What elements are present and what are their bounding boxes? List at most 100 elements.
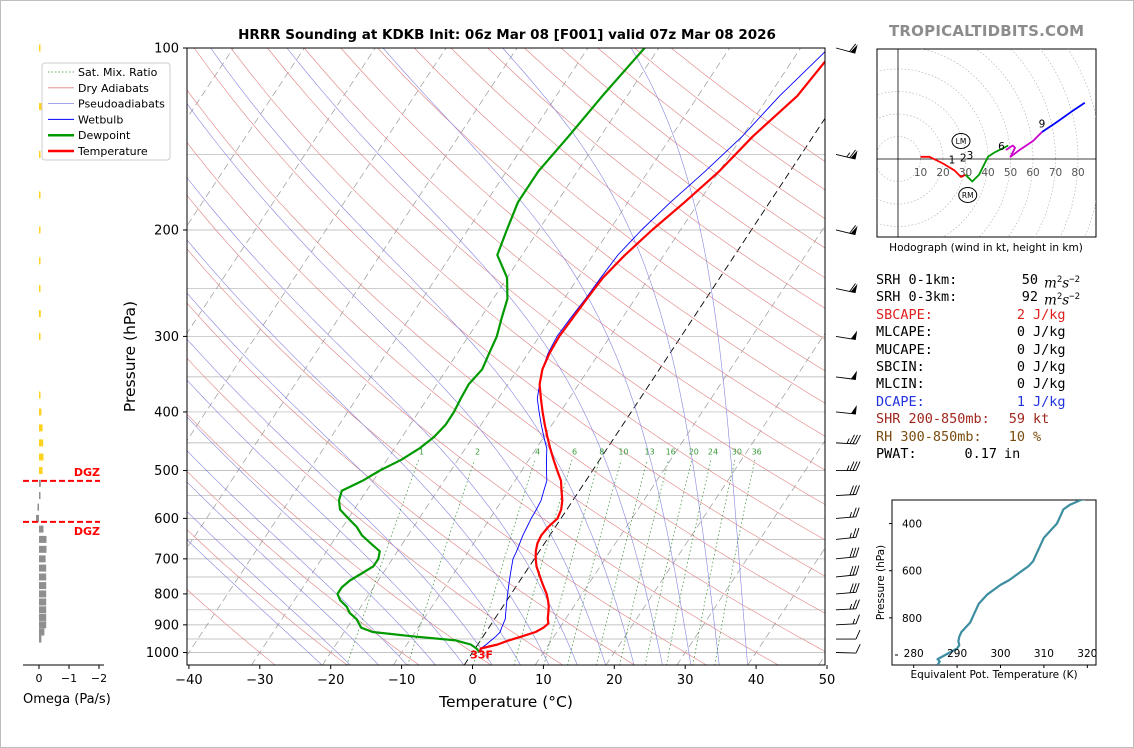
barb-flag [855, 599, 860, 609]
barb-flag [849, 583, 854, 593]
barb-staff [835, 608, 856, 611]
omega-bar [39, 285, 41, 293]
wind-barb [835, 149, 858, 160]
x-tick-label: 0 [468, 673, 476, 688]
pseudoadiabat [187, 177, 578, 665]
dry-adiabat [187, 302, 636, 665]
mixing-ratio-label: 36 [752, 447, 762, 456]
stat-unit: J/kg [1033, 393, 1066, 410]
wind-barb [835, 614, 860, 626]
omega-bar [39, 408, 42, 416]
barb-flag [849, 547, 854, 558]
omega-bar [39, 635, 42, 643]
barb-flag [849, 149, 856, 158]
omega-bar [39, 535, 47, 543]
stat-value: 0 [1016, 376, 1025, 393]
wind-barb [835, 485, 860, 496]
mixing-ratio-label: 24 [708, 447, 718, 456]
barb-half [849, 532, 852, 539]
barb-staff [835, 154, 856, 160]
barb-staff [835, 574, 856, 578]
omega-bar [39, 492, 41, 500]
isotherm-line [187, 48, 518, 549]
storm-motion-label: LM [956, 137, 967, 146]
barb-flag [849, 485, 854, 495]
omega-bar [39, 628, 45, 636]
hodograph-segment [994, 144, 1009, 154]
theta-e-x-tick-label: 300 [990, 648, 1010, 660]
dry-adiabat [193, 48, 825, 577]
barb-flag [849, 434, 855, 444]
wind-barb [835, 43, 858, 54]
barb-pennant [850, 150, 858, 160]
wetbulb-line [479, 51, 825, 653]
hodograph-segment [1041, 102, 1086, 133]
wind-barb [835, 582, 860, 595]
barb-flag [849, 283, 856, 292]
wind-barb [836, 461, 861, 471]
wind-barb [835, 599, 860, 611]
isotherm-line [676, 440, 825, 665]
pseudoadiabat [187, 239, 550, 665]
legend: Sat. Mix. Ratio Dry Adiabats Pseudoadiabat… [41, 62, 171, 161]
theta-e-x-tick-label: 280 [904, 648, 924, 660]
mixing-ratio-label: 4 [535, 447, 540, 456]
mixing-ratio-label: 13 [645, 447, 655, 456]
barb-staff [835, 376, 856, 380]
hodograph-height-label: 2 [960, 152, 967, 164]
wind-barb [835, 643, 861, 654]
wind-barb [835, 565, 860, 578]
hodograph-ring-label: 20 [936, 167, 949, 179]
dgz-label: DGZ [74, 525, 100, 538]
barb-staff [835, 623, 856, 626]
omega-bar [39, 573, 47, 581]
brand-logo: TROPICALTIDBITS.COM [889, 22, 1085, 40]
pseudoadiabat [187, 103, 607, 665]
stat-value: 0 [1016, 324, 1025, 341]
barb-flag [852, 565, 857, 576]
isotherm-line [251, 48, 660, 665]
pseudoadiabat [630, 48, 748, 665]
stat-label: PWAT: [876, 445, 917, 462]
mixing-ratio-line [513, 459, 573, 665]
dry-adiabat [187, 357, 564, 665]
y-axis-label: Pressure (hPa) [121, 301, 139, 412]
mixing-ratio-line [692, 459, 736, 665]
omega-bar [39, 564, 47, 572]
dry-adiabat [230, 48, 825, 541]
stat-label: MLCIN: [876, 376, 925, 393]
stat-unit: J/kg [1033, 341, 1066, 358]
dry-adiabat [303, 48, 825, 471]
legend-label: Dry Adiabats [78, 82, 149, 95]
barb-flag [855, 614, 860, 624]
x-tick-label: 30 [677, 673, 694, 688]
mixing-ratio-line [567, 459, 622, 665]
pseudoadiabat [187, 379, 465, 665]
isotherm-line [187, 48, 447, 442]
barb-flag [852, 434, 858, 444]
dewpoint-line [336, 48, 646, 654]
stat-row: DCAPE: 1 J/kg [876, 394, 1116, 411]
barb-pennant [850, 405, 857, 415]
isotherm-line [187, 48, 376, 334]
x-tick-label: −40 [175, 673, 202, 688]
barb-pennant [850, 44, 858, 54]
barb-flag [852, 507, 857, 518]
mixing-ratio-line [619, 459, 669, 665]
mixing-ratio-label: 20 [689, 447, 699, 456]
mixing-ratio-label: 10 [618, 447, 628, 456]
y-tick-label: 600 [154, 512, 179, 527]
isotherm-line [463, 117, 825, 665]
omega-bar [37, 503, 39, 511]
barb-half [846, 438, 850, 444]
barb-flag [852, 547, 857, 558]
pseudoadiabat [187, 338, 493, 665]
pseudoadiabat [210, 48, 635, 665]
dry-adiabat [187, 413, 492, 665]
barb-staff [835, 591, 856, 595]
wind-barb [835, 405, 857, 415]
stat-unit: J/kg [1033, 324, 1066, 341]
stat-row: SRH 0-1km: 50 m2s−2 [876, 272, 1116, 292]
